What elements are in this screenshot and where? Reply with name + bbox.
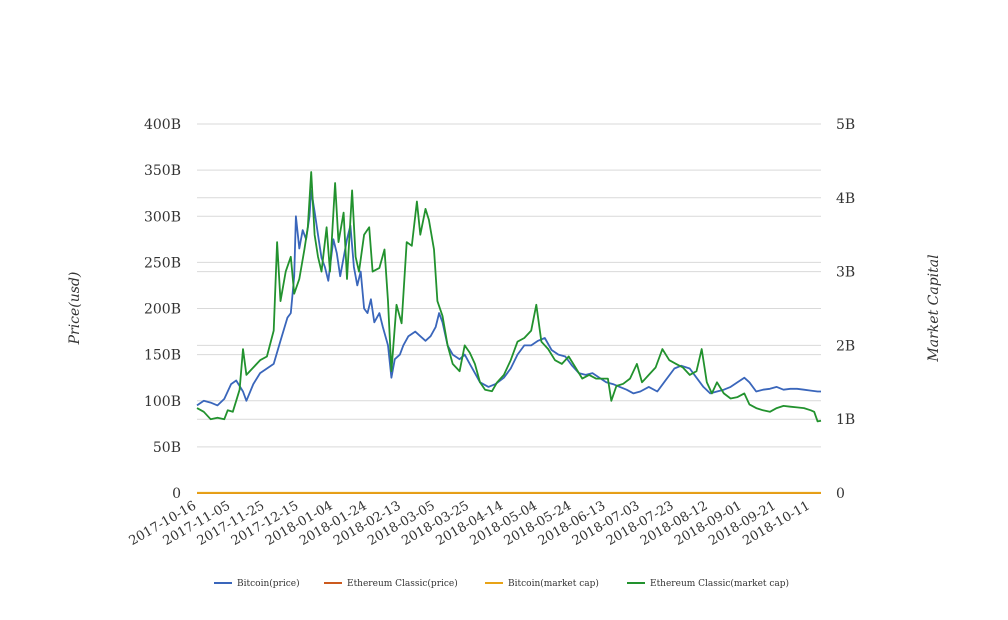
y-left-tick-label: 150B — [144, 348, 181, 364]
y-right-tick-label: 2B — [836, 338, 855, 354]
y-axis-left: 0 50B 100B 150B 200B 250B 300B 350B 400B — [144, 117, 181, 502]
legend-item[interactable]: Ethereum Classic(price) — [324, 578, 458, 589]
legend-label: Ethereum Classic(market cap) — [650, 578, 789, 589]
series-line-1 — [196, 189, 821, 407]
x-axis: 2017-10-162017-11-052017-11-252017-12-15… — [127, 498, 813, 548]
y-right-tick-label: 0 — [836, 486, 845, 502]
y-axis-right: 0 1B 2B 3B 4B 5B — [836, 117, 855, 502]
y-right-tick-label: 4B — [836, 191, 855, 207]
grid — [197, 123, 821, 494]
series-line-4 — [196, 171, 822, 423]
y-right-tick-label: 1B — [836, 412, 855, 428]
y-left-tick-label: 50B — [153, 440, 181, 456]
y-axis-right-title: Market Capital — [926, 254, 942, 362]
legend-label: Bitcoin(price) — [237, 578, 300, 589]
y-left-tick-label: 300B — [144, 209, 181, 225]
legend-label: Ethereum Classic(price) — [347, 578, 458, 589]
y-axis-left-title: Price(usd) — [67, 272, 83, 346]
y-left-tick-label: 250B — [144, 255, 181, 271]
legend-label: Bitcoin(market cap) — [508, 578, 599, 589]
y-left-tick-label: 400B — [144, 117, 181, 133]
y-right-tick-label: 3B — [836, 265, 855, 281]
y-left-tick-label: 100B — [144, 394, 181, 410]
legend-item[interactable]: Ethereum Classic(market cap) — [627, 578, 789, 589]
legend-item[interactable]: Bitcoin(market cap) — [485, 578, 599, 589]
legend[interactable]: Bitcoin(price) Ethereum Classic(price) Bit… — [214, 578, 789, 589]
y-left-tick-label: 200B — [144, 302, 181, 318]
series-lines — [196, 171, 822, 494]
y-left-tick-label: 350B — [144, 163, 181, 179]
legend-item[interactable]: Bitcoin(price) — [214, 578, 300, 589]
y-left-tick-label: 0 — [172, 486, 181, 502]
y-right-tick-label: 5B — [836, 117, 855, 133]
